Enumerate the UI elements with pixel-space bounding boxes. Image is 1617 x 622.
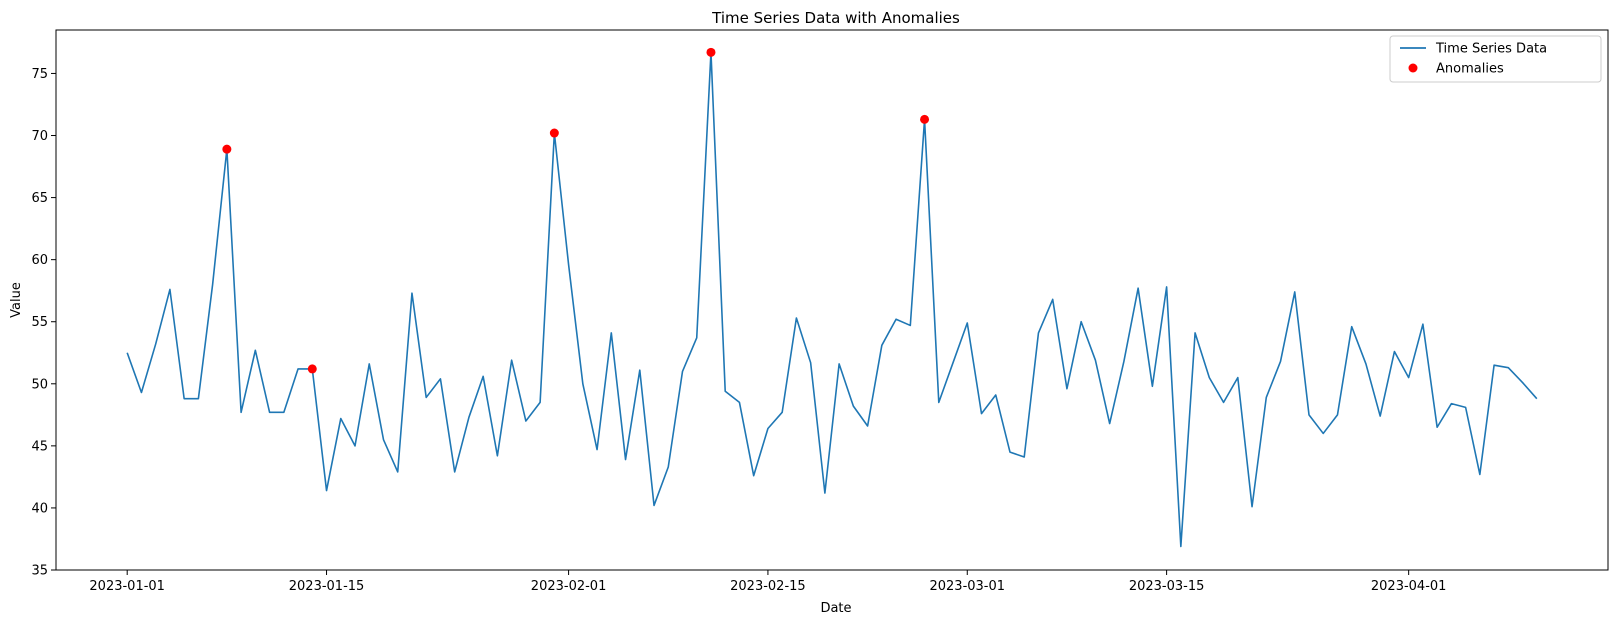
- anomaly-point: [222, 144, 232, 154]
- y-tick-label: 75: [31, 67, 48, 82]
- legend-label-anomalies: Anomalies: [1436, 62, 1504, 77]
- x-tick-label: 2023-03-01: [929, 579, 1005, 594]
- anomaly-point: [307, 364, 317, 374]
- y-tick-label: 65: [31, 191, 48, 206]
- y-tick-label: 50: [31, 377, 48, 392]
- legend-box: [1389, 35, 1602, 83]
- y-tick-label: 55: [31, 315, 48, 330]
- y-axis-label: Value: [9, 282, 24, 318]
- x-tick-label: 2023-04-01: [1371, 579, 1447, 594]
- chart-title: Time Series Data with Anomalies: [711, 9, 960, 27]
- x-axis-label: Date: [820, 601, 851, 616]
- legend-marker-icon: [1408, 63, 1418, 73]
- y-tick-label: 35: [31, 564, 48, 579]
- x-tick-label: 2023-03-15: [1129, 579, 1205, 594]
- x-tick-label: 2023-01-01: [89, 579, 165, 594]
- y-tick-label: 70: [31, 129, 48, 144]
- plot-area: [126, 47, 1538, 548]
- x-tick-label: 2023-02-15: [730, 579, 806, 594]
- anomaly-point: [549, 128, 559, 138]
- x-tick-label: 2023-01-15: [289, 579, 365, 594]
- legend-label-series: Time Series Data: [1435, 42, 1547, 57]
- axis-ticks: 35 40 45 50 55 60 65 70 75 2023-01-01 2023-01-15 20…: [31, 67, 1446, 594]
- anomaly-point: [706, 47, 716, 57]
- y-tick-label: 45: [31, 439, 48, 454]
- x-tick-label: 2023-02-01: [531, 579, 607, 594]
- plot-frame: [55, 29, 1609, 571]
- y-tick-label: 60: [31, 253, 48, 268]
- series-line-time-series-data: [126, 51, 1538, 548]
- legend: Time Series Data Anomalies: [1389, 35, 1602, 83]
- y-tick-label: 40: [31, 501, 48, 516]
- anomaly-point: [920, 114, 930, 124]
